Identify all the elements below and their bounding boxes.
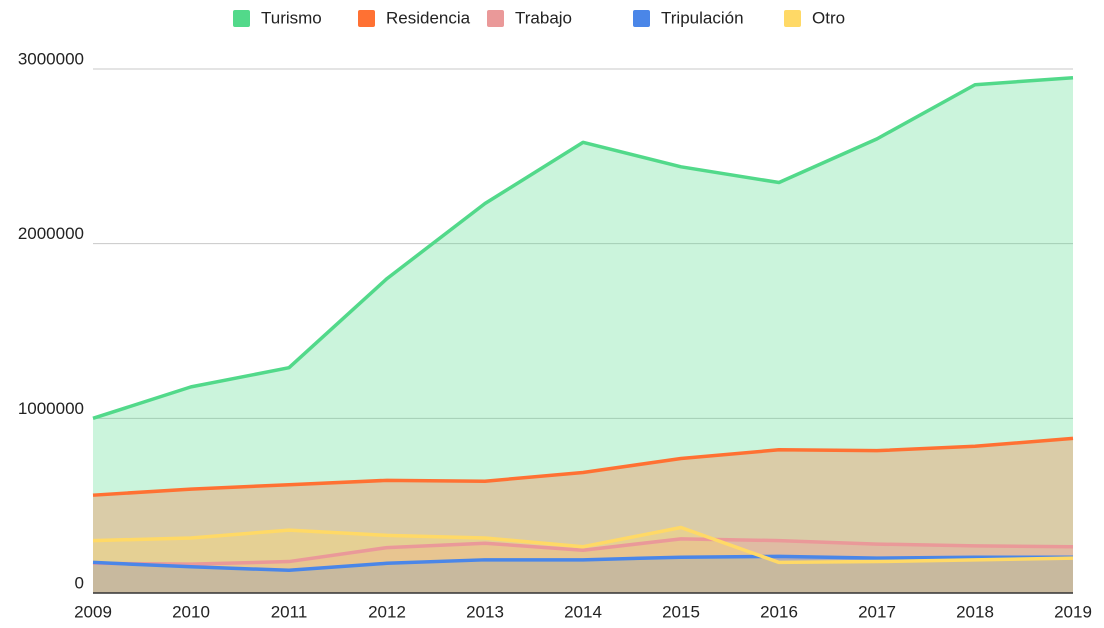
line [92, 75, 1074, 420]
legend-swatch [487, 10, 504, 27]
x-tick-label: 2011 [271, 602, 308, 621]
legend-swatch [233, 10, 250, 27]
x-tick-label: 2015 [662, 602, 700, 621]
area [93, 77, 1073, 593]
x-tick-label: 2018 [956, 602, 994, 621]
legend-label: Residencia [386, 8, 471, 27]
legend-label: Turismo [261, 8, 322, 27]
area [93, 556, 1073, 593]
x-tick-label: 2009 [74, 602, 112, 621]
x-tick-label: 2016 [760, 602, 798, 621]
y-tick-label: 2000000 [18, 224, 84, 243]
legend-label: Otro [812, 8, 845, 27]
line [92, 554, 1073, 573]
legend-swatch [633, 10, 650, 27]
x-tick-label: 2010 [172, 602, 210, 621]
x-tick-label: 2012 [368, 602, 406, 621]
area [93, 538, 1073, 593]
x-tick-label: 2013 [466, 602, 504, 621]
line [92, 537, 1074, 566]
y-tick-label: 3000000 [18, 49, 84, 68]
legend-swatch [358, 10, 375, 27]
legend-label: Trabajo [515, 8, 572, 27]
x-tick-label: 2019 [1054, 602, 1092, 621]
y-tick-label: 1000000 [18, 399, 84, 418]
y-tick-label: 0 [75, 573, 84, 592]
x-tick-label: 2014 [564, 602, 602, 621]
line [92, 436, 1074, 497]
line [92, 525, 1074, 565]
legend-label: Tripulación [661, 8, 744, 27]
legend-swatch [784, 10, 801, 27]
x-tick-label: 2017 [858, 602, 896, 621]
